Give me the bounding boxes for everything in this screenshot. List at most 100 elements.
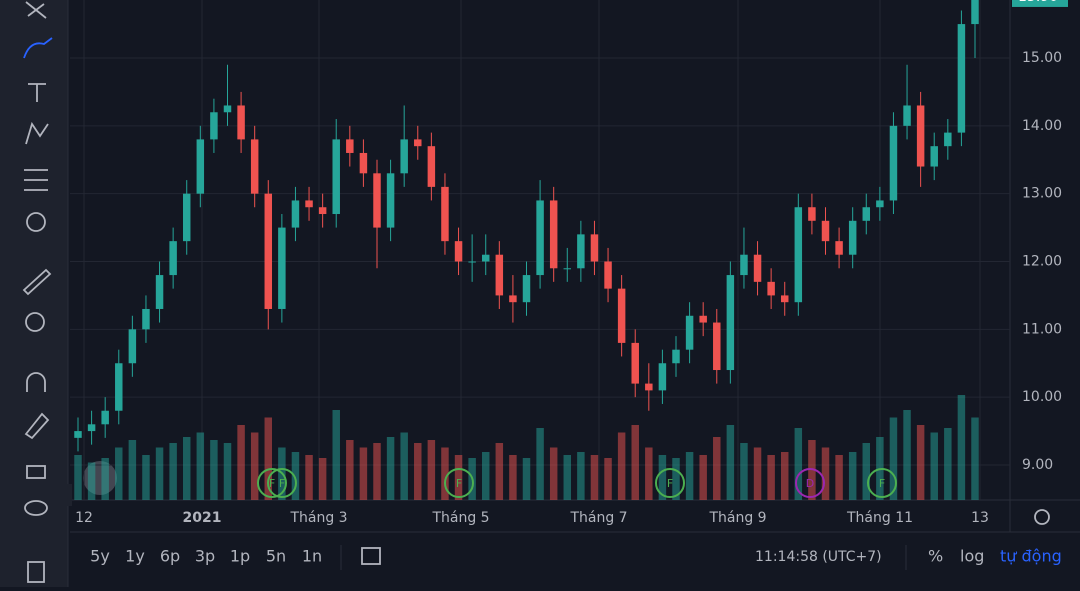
candle-body (577, 234, 585, 269)
candle-body (957, 24, 966, 133)
volume-bar (930, 432, 938, 500)
auto-button[interactable]: tự động (1000, 547, 1062, 566)
volume-bar (957, 395, 966, 500)
range-button[interactable]: 1n (302, 547, 322, 566)
candle-body (509, 295, 517, 303)
event-marker[interactable] (795, 468, 825, 498)
candle-body (889, 125, 898, 201)
candle-body (549, 200, 558, 269)
candle-body (169, 241, 177, 276)
tool-forecast[interactable] (24, 169, 48, 191)
candle-body (441, 186, 449, 242)
volume-bar (223, 443, 232, 500)
x-tick-label: 2021 (183, 510, 222, 526)
x-tick-label: Tháng 3 (289, 510, 347, 526)
volume-bar (196, 432, 205, 500)
volume-bar (414, 443, 422, 500)
volume-bar (699, 455, 707, 500)
candle-body (223, 105, 232, 113)
volume-bar (862, 443, 871, 500)
event-marker[interactable] (655, 468, 685, 498)
volume-bar (916, 425, 925, 500)
candle-body (250, 139, 259, 194)
candle-body (346, 139, 354, 153)
candle-body (645, 383, 653, 391)
price-tag-label: 15.90 (1018, 0, 1058, 5)
collapse-button[interactable] (60, 484, 72, 506)
volume-bar (427, 440, 436, 500)
tool-lock-draw[interactable] (24, 412, 50, 440)
volume-bar (645, 447, 653, 500)
volume-bar (400, 432, 408, 500)
candle-body (944, 132, 952, 147)
volume-bar (522, 458, 531, 500)
range-button[interactable]: 6p (160, 547, 180, 566)
candle-body (713, 322, 721, 371)
range-button[interactable]: 1y (125, 547, 145, 566)
candle-body (631, 342, 639, 384)
volume-bar (848, 452, 857, 500)
tool-zoom[interactable] (25, 312, 45, 332)
volume-bar (753, 447, 762, 500)
y-tick-label: 12.00 (1022, 253, 1062, 269)
tool-eye[interactable] (24, 500, 48, 516)
settings-button[interactable] (1034, 509, 1050, 525)
volume-bar (536, 428, 544, 500)
volume-bar (509, 455, 517, 500)
volume-bar (780, 452, 789, 500)
tool-lines[interactable] (25, 1, 47, 19)
volume-bar (767, 455, 775, 500)
volume-bar (944, 428, 952, 500)
candle-body (400, 139, 408, 174)
event-marker[interactable] (444, 468, 474, 498)
volume-bar (318, 458, 327, 500)
event-marker[interactable] (267, 468, 297, 498)
volume-bar (617, 432, 626, 500)
candle-body (604, 261, 612, 289)
event-marker[interactable] (257, 468, 287, 498)
candle-body (740, 254, 748, 276)
tool-ruler[interactable] (22, 268, 52, 296)
candle-body (685, 315, 694, 350)
tool-pattern[interactable] (25, 121, 49, 145)
candle-body (767, 281, 775, 296)
candle-body (210, 112, 218, 140)
candle-body (658, 363, 667, 391)
range-button[interactable]: 3p (195, 547, 215, 566)
volume-bar (359, 447, 368, 500)
volume-bar (264, 417, 273, 500)
volume-bar (726, 425, 735, 500)
price-tag (1012, 0, 1068, 7)
tool-magnet[interactable] (26, 372, 46, 392)
y-tick-label: 11.00 (1022, 321, 1062, 337)
candle-body (373, 173, 381, 228)
range-button[interactable]: 5y (90, 547, 110, 566)
log-button[interactable]: log (960, 547, 984, 566)
tool-trash[interactable] (27, 561, 45, 583)
event-label: F (456, 477, 462, 490)
event-marker[interactable] (867, 468, 897, 498)
volume-bar (155, 447, 164, 500)
tool-lock[interactable] (26, 465, 46, 479)
candle-body (876, 200, 884, 208)
candle-body (155, 275, 164, 309)
tool-text[interactable] (28, 83, 46, 102)
candle-body (699, 315, 707, 323)
range-button[interactable]: 5n (266, 547, 286, 566)
candle-body (468, 261, 476, 263)
candle-body (318, 207, 327, 215)
tool-emoji[interactable] (26, 212, 46, 232)
candle-body (278, 227, 286, 309)
range-button[interactable]: 1p (230, 547, 250, 566)
tool-brush[interactable] (23, 37, 53, 59)
date-range-button[interactable] (361, 547, 381, 565)
x-tick-label: Tháng 11 (846, 510, 913, 526)
plot (70, 0, 1010, 500)
volume-bar (305, 455, 313, 500)
candle-body (903, 105, 911, 126)
percent-button[interactable]: % (928, 547, 943, 566)
volume-bar (250, 432, 259, 500)
event-label: D (806, 477, 814, 490)
y-tick-label: 13.00 (1022, 186, 1062, 202)
candle-body (536, 200, 544, 276)
